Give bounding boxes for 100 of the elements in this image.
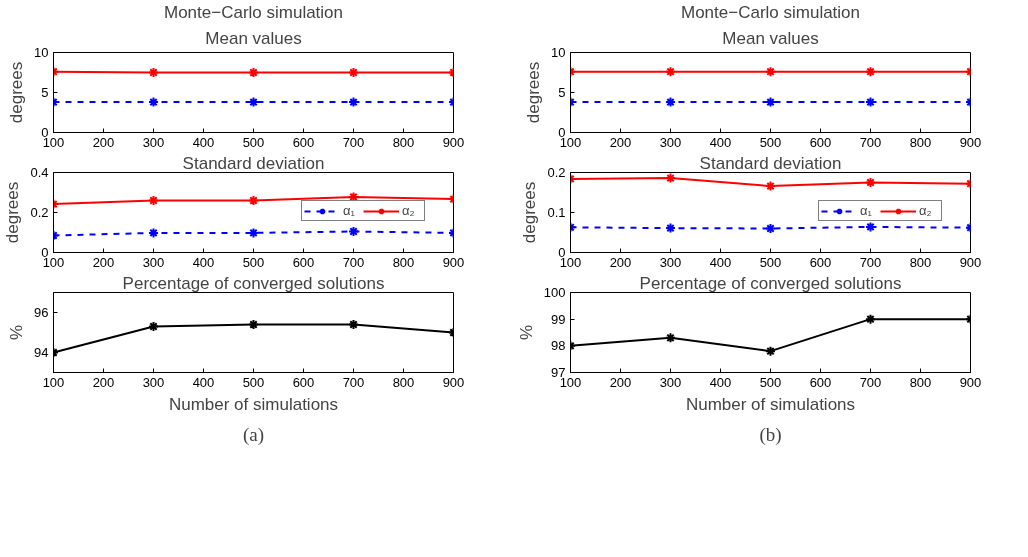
x-tick-label: 200 — [609, 374, 632, 390]
x-tick-label: 200 — [609, 254, 632, 270]
x-tick-label: 800 — [392, 134, 415, 150]
x-tick-label: 600 — [292, 134, 315, 150]
x-tick-label: 800 — [392, 374, 415, 390]
x-tick-label: 200 — [92, 134, 115, 150]
y-tick-label: 100 — [543, 285, 566, 300]
point — [348, 226, 359, 237]
y-tick-label: 10 — [34, 45, 49, 60]
x-tick-label: 400 — [192, 134, 215, 150]
x-tick-label: 800 — [909, 374, 932, 390]
point — [348, 67, 359, 78]
x-tick-label: 500 — [759, 254, 782, 270]
point — [248, 195, 259, 206]
x-tick-label: 200 — [92, 374, 115, 390]
x-tick-label: 700 — [859, 254, 882, 270]
x-tick-label: 900 — [959, 134, 982, 150]
point — [348, 319, 359, 330]
x-tick-label: 700 — [342, 254, 365, 270]
x-tick-label: 700 — [342, 134, 365, 150]
x-tick-label: 700 — [342, 374, 365, 390]
point — [665, 222, 676, 234]
point — [865, 177, 876, 188]
point — [765, 223, 776, 234]
point — [148, 96, 159, 108]
point — [865, 313, 876, 325]
x-tick-label: 500 — [242, 254, 265, 270]
x-tick-label: 500 — [759, 374, 782, 390]
x-tick-label: 500 — [242, 374, 265, 390]
point — [148, 67, 159, 78]
x-tick-label: 300 — [142, 254, 165, 270]
legend-label: α₂ — [402, 203, 416, 218]
y-axis-title: degrees — [524, 61, 544, 124]
y-tick-label: 0.2 — [30, 205, 49, 220]
x-tick-label: 900 — [442, 254, 465, 270]
x-axis-title: Number of simulations — [685, 394, 856, 414]
x-tick-label: 600 — [809, 374, 832, 390]
point — [248, 67, 259, 78]
text: (a) — [242, 423, 265, 446]
y-tick-label: 94 — [34, 345, 49, 360]
x-tick-label: 400 — [192, 254, 215, 270]
point — [148, 227, 159, 239]
legend-label: α₂ — [919, 203, 933, 218]
point — [665, 332, 676, 344]
x-tick-label: 400 — [709, 374, 732, 390]
chart-title: Monte−Carlo simulation — [163, 2, 344, 22]
x-tick-label: 300 — [142, 134, 165, 150]
x-tick-label: 600 — [292, 254, 315, 270]
x-tick-label: 900 — [959, 374, 982, 390]
x-tick-label: 300 — [659, 254, 682, 270]
x-tick-label: 900 — [959, 254, 982, 270]
x-axis-title: Number of simulations — [168, 394, 339, 414]
point — [865, 221, 876, 233]
y-axis-title: degrees — [520, 181, 540, 244]
y-axis-title: degrees — [7, 61, 27, 124]
x-tick-label: 500 — [759, 134, 782, 150]
x-tick-label: 500 — [242, 134, 265, 150]
point — [765, 180, 776, 192]
x-tick-label: 400 — [709, 254, 732, 270]
point — [248, 96, 259, 108]
text: (b) — [759, 423, 782, 446]
legend-label: α₁ — [343, 203, 356, 218]
point — [148, 195, 159, 206]
chart-title: Standard deviation — [182, 153, 325, 173]
point — [765, 345, 776, 357]
y-tick-label: 98 — [551, 338, 566, 354]
chart-subtitle: Mean values — [722, 28, 819, 48]
y-tick-label: 5 — [41, 85, 49, 100]
x-tick-label: 600 — [292, 374, 315, 390]
x-tick-label: 800 — [909, 134, 932, 150]
x-tick-label: 400 — [709, 134, 732, 150]
x-tick-label: 400 — [192, 374, 215, 390]
chart-title: Percentage of converged solutions — [122, 273, 385, 293]
chart-title: Percentage of converged solutions — [639, 273, 902, 293]
y-axis-title: degrees — [3, 181, 23, 244]
x-tick-label: 600 — [809, 134, 832, 150]
x-tick-label: 800 — [909, 254, 932, 270]
point — [348, 191, 359, 203]
y-tick-label: 0.4 — [30, 165, 49, 180]
x-tick-label: 300 — [659, 134, 682, 150]
legend-label: α₁ — [860, 203, 873, 218]
x-tick-label: 800 — [392, 254, 415, 270]
y-tick-label: 96 — [34, 305, 49, 320]
y-tick-label: 0.1 — [547, 205, 566, 220]
x-tick-label: 700 — [859, 134, 882, 150]
x-tick-label: 900 — [442, 134, 465, 150]
y-tick-label: 10 — [551, 45, 566, 60]
x-tick-label: 300 — [142, 374, 165, 390]
point — [665, 172, 676, 184]
y-axis-title: % — [7, 324, 27, 341]
point — [248, 227, 259, 239]
point — [248, 319, 259, 330]
point — [148, 321, 159, 332]
x-tick-label: 200 — [92, 254, 115, 270]
x-tick-label: 300 — [659, 374, 682, 390]
chart-subtitle: Mean values — [205, 28, 302, 48]
x-tick-label: 700 — [859, 374, 882, 390]
y-tick-label: 99 — [551, 311, 566, 327]
x-tick-label: 900 — [442, 374, 465, 390]
point — [348, 96, 359, 108]
